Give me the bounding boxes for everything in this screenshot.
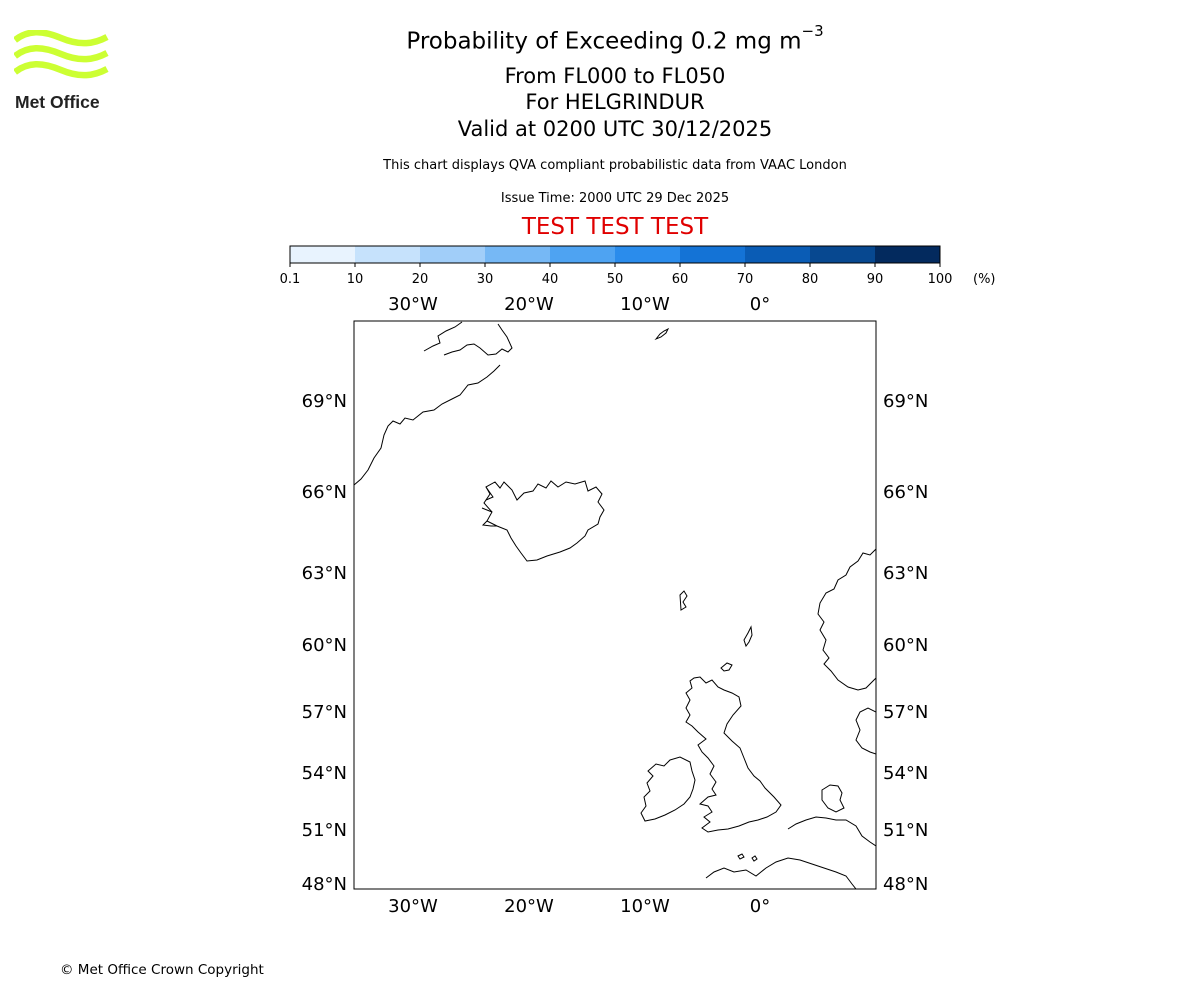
lat-label-left: 66°N	[302, 482, 347, 503]
colorbar-tick-label: 80	[802, 272, 819, 287]
colorbar-segment	[615, 246, 681, 263]
logo-text: Met Office	[15, 92, 100, 112]
lat-label-right: 48°N	[883, 874, 928, 895]
volcano-name: For HELGRINDUR	[525, 90, 705, 114]
colorbar-segment	[420, 246, 486, 263]
norway-coastline	[817, 548, 876, 691]
colorbar-tick-label: 60	[672, 272, 689, 287]
iceland-coastline	[483, 480, 605, 562]
lat-label-right: 57°N	[883, 702, 928, 723]
map-frame	[353, 320, 877, 890]
lat-label-right: 69°N	[883, 391, 928, 412]
map-background	[354, 321, 876, 889]
qva-note: This chart displays QVA compliant probab…	[383, 158, 847, 173]
colorbar-segment	[875, 246, 941, 263]
lat-label-left: 69°N	[302, 391, 347, 412]
colorbar-unit: (%)	[973, 272, 996, 287]
lon-label-bottom: 30°W	[388, 896, 438, 917]
lat-label-right: 63°N	[883, 563, 928, 584]
great-britain	[685, 676, 782, 833]
lon-label-top: 30°W	[388, 294, 438, 315]
lon-label-top: 20°W	[504, 294, 554, 315]
probability-colorbar: 0.1 10 20 30 40 50 60 70 80 90 100 (%)	[280, 245, 996, 287]
colorbar-tick-label: 20	[412, 272, 429, 287]
copyright-notice: © Met Office Crown Copyright	[60, 962, 264, 978]
colorbar-tick-label: 0.1	[280, 272, 301, 287]
test-banner: TEST TEST TEST	[521, 214, 709, 240]
lat-label-right: 60°N	[883, 635, 928, 656]
lon-label-bottom: 20°W	[504, 896, 554, 917]
title-unit-exponent: −3	[801, 22, 824, 40]
colorbar-segment	[680, 246, 746, 263]
lon-label-top: 10°W	[620, 294, 670, 315]
colorbar-segment	[355, 246, 421, 263]
issue-time: Issue Time: 2000 UTC 29 Dec 2025	[500, 191, 730, 206]
met-office-logo: Met Office	[14, 30, 109, 112]
ireland	[640, 756, 696, 822]
lat-label-left: 63°N	[302, 563, 347, 584]
lat-label-left: 51°N	[302, 820, 347, 841]
colorbar-segment	[485, 246, 551, 263]
colorbar-segment	[550, 246, 616, 263]
lat-label-right: 51°N	[883, 820, 928, 841]
colorbar-segment	[745, 246, 811, 263]
lat-label-right: 54°N	[883, 763, 928, 784]
colorbar-tick-label: 10	[347, 272, 364, 287]
colorbar-segment	[290, 246, 356, 263]
lon-label-bottom: 0°	[750, 896, 770, 917]
colorbar-tick-label: 70	[737, 272, 754, 287]
valid-time: Valid at 0200 UTC 30/12/2025	[457, 117, 773, 141]
lon-label-bottom: 10°W	[620, 896, 670, 917]
channel-islands	[737, 853, 758, 862]
continental-europe	[705, 816, 876, 889]
flight-level-range: From FL000 to FL050	[504, 64, 726, 88]
coastlines	[354, 321, 876, 889]
colorbar-tick-label: 50	[607, 272, 624, 287]
colorbar-tick-label: 30	[477, 272, 494, 287]
sweden-denmark	[821, 707, 876, 813]
chart-title: Probability of Exceeding 0.2 mg m−3	[0, 22, 1200, 55]
lat-label-right: 66°N	[883, 482, 928, 503]
logo-waves-icon	[14, 30, 109, 79]
colorbar-segment	[810, 246, 876, 263]
jan-mayen	[654, 327, 670, 341]
lat-label-left: 48°N	[302, 874, 347, 895]
shetland	[743, 625, 753, 648]
colorbar-tick-label: 40	[542, 272, 559, 287]
iceland-west-fjords	[481, 486, 497, 527]
orkney	[720, 662, 733, 672]
title-main-prefix: Probability of Exceeding 0.2 mg m	[406, 28, 802, 55]
lat-label-left: 57°N	[302, 702, 347, 723]
faroe-islands	[679, 590, 688, 611]
colorbar-tick-label: 90	[867, 272, 884, 287]
colorbar-tick-label: 100	[928, 272, 953, 287]
lon-label-top: 0°	[750, 294, 770, 315]
greenland-coastline	[354, 321, 513, 486]
lat-label-left: 60°N	[302, 635, 347, 656]
lat-label-left: 54°N	[302, 763, 347, 784]
